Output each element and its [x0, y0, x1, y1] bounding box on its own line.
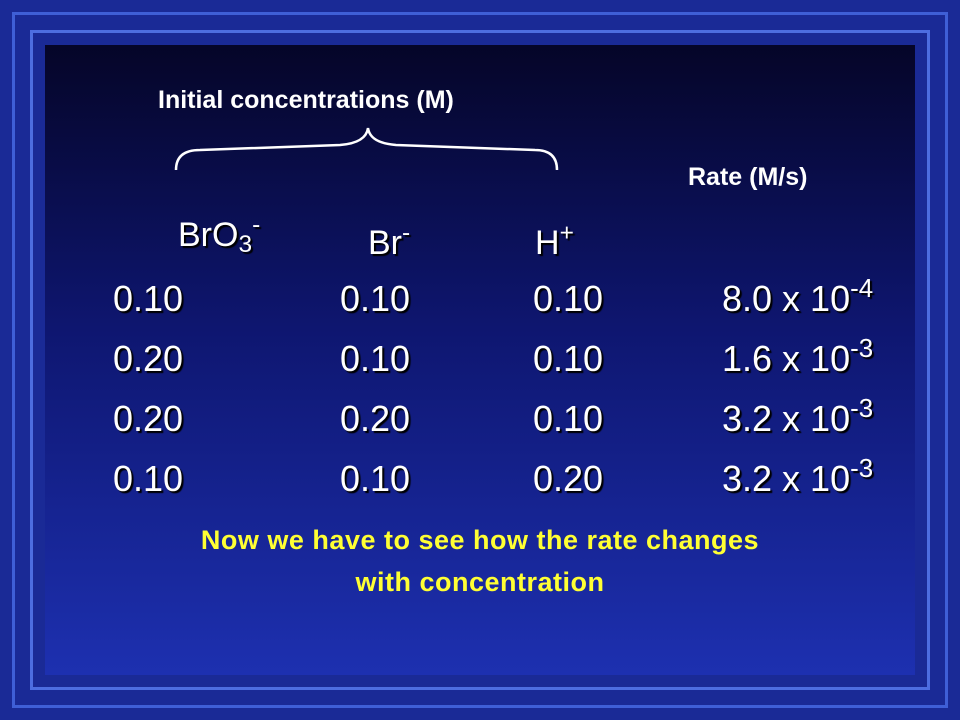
column-header: BrO3-	[178, 213, 260, 259]
superscript: -3	[850, 454, 874, 483]
table-cell: 0.20	[533, 458, 604, 499]
table-cell: 0.10	[340, 278, 411, 319]
superscript: -3	[850, 394, 874, 423]
column-header: H+	[535, 221, 574, 263]
group-label: Initial concentrations (M)	[158, 86, 454, 114]
table-cell: 0.20	[113, 338, 184, 379]
table-cell: 0.20	[113, 398, 184, 439]
column-header: Br-	[368, 221, 410, 263]
inner-frame	[30, 30, 930, 690]
rate-cell: 8.0 x 10-4	[722, 274, 874, 320]
table-cell: 0.10	[113, 278, 184, 319]
text-base: 8.0 x 10	[722, 278, 851, 319]
rate-cell: 1.6 x 10-3	[722, 334, 874, 380]
text-base: Br	[368, 224, 402, 262]
superscript: -	[252, 211, 261, 239]
text-base: 1.6 x 10	[722, 338, 851, 379]
footer-line: with concentration	[355, 567, 605, 597]
table-cell: 0.20	[340, 398, 411, 439]
text-base: H	[535, 224, 560, 262]
rate-cell: 3.2 x 10-3	[722, 394, 874, 440]
table-cell: 0.10	[340, 338, 411, 379]
brace	[174, 127, 559, 171]
rate-cell: 3.2 x 10-3	[722, 454, 874, 500]
subscript: 3	[238, 231, 253, 259]
table-cell: 0.10	[533, 338, 604, 379]
table-cell: 0.10	[113, 458, 184, 499]
footer-line: Now we have to see how the rate changes	[200, 525, 760, 555]
superscript: -3	[850, 334, 874, 363]
text-base: BrO	[178, 216, 239, 254]
table-cell: 0.10	[340, 458, 411, 499]
table-cell: 0.10	[533, 398, 604, 439]
rate-label: Rate (M/s)	[688, 163, 808, 191]
superscript: -	[402, 219, 411, 247]
outer-frame	[12, 12, 948, 708]
text-base: 3.2 x 10	[722, 398, 851, 439]
text-base: 3.2 x 10	[722, 458, 851, 499]
superscript: +	[559, 219, 574, 247]
superscript: -4	[850, 274, 874, 303]
table-cell: 0.10	[533, 278, 604, 319]
